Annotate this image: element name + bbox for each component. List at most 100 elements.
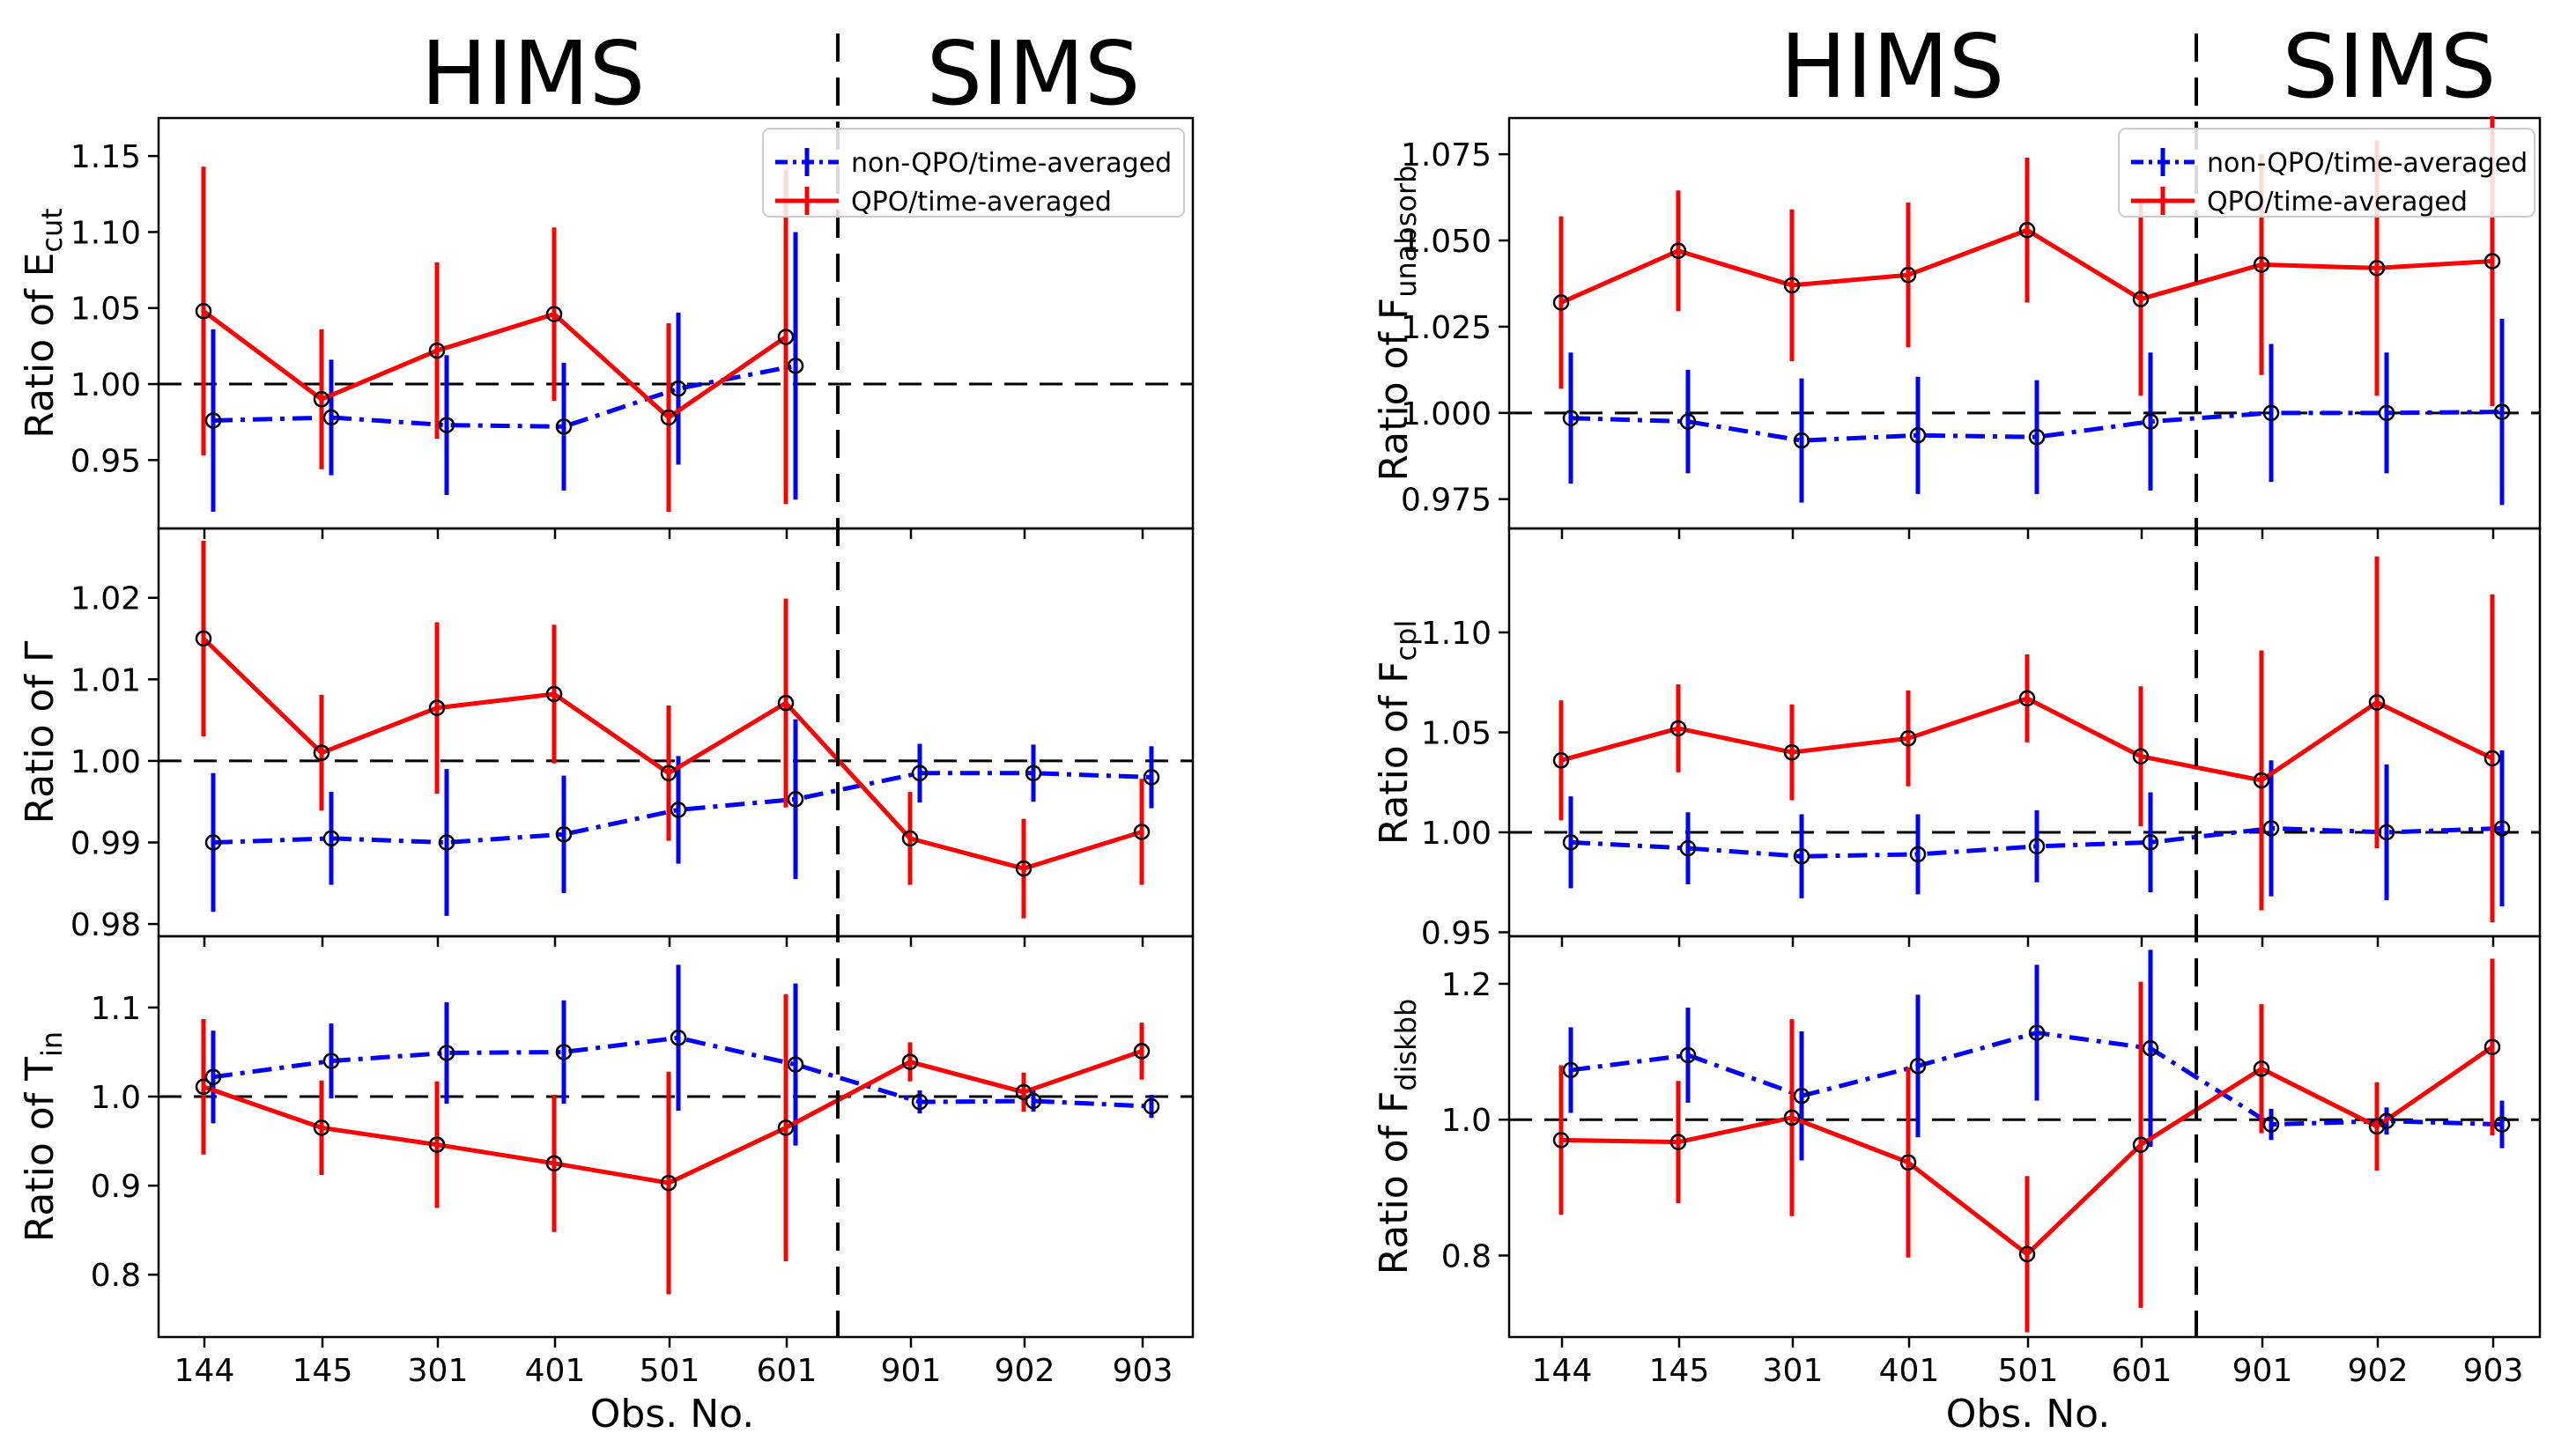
data-point-nonqpo bbox=[438, 834, 455, 851]
y-tick-label: 1.10 bbox=[1421, 616, 1492, 652]
x-tick-label: 144 bbox=[1532, 1353, 1593, 1389]
data-point-nonqpo bbox=[2028, 428, 2046, 446]
data-point-qpo bbox=[1669, 1134, 1687, 1150]
data-point-qpo bbox=[660, 409, 677, 426]
y-tick-label: 0.8 bbox=[1441, 1238, 1492, 1274]
x-tick-label: 903 bbox=[2463, 1353, 2524, 1389]
y-tick-label: 0.95 bbox=[1421, 915, 1492, 951]
x-tick-label: 903 bbox=[1113, 1353, 1173, 1389]
data-point-qpo bbox=[1669, 720, 1687, 737]
data-point-nonqpo bbox=[670, 802, 687, 818]
series-line-nonqpo bbox=[1570, 1031, 2503, 1127]
data-point-qpo bbox=[1899, 266, 1917, 284]
series-line-nonqpo bbox=[212, 363, 796, 429]
y-tick-label: 1.050 bbox=[1401, 224, 1492, 260]
y-axis-label: Ratio of Funabsorb bbox=[1372, 166, 1423, 482]
data-point-qpo bbox=[1015, 1083, 1033, 1101]
data-point-qpo bbox=[2483, 1038, 2501, 1055]
legend-label: non-QPO/time-averaged bbox=[2207, 148, 2528, 179]
data-point-nonqpo bbox=[1143, 769, 1160, 786]
y-axis-label: Ratio of Tin bbox=[18, 1031, 69, 1242]
data-point-qpo bbox=[777, 329, 795, 345]
data-point-nonqpo bbox=[2142, 1039, 2159, 1057]
data-point-qpo bbox=[313, 744, 330, 761]
y-axis-label: Ratio of Ecut bbox=[18, 208, 69, 439]
series-line-qpo bbox=[202, 309, 788, 420]
legend-right: non-QPO/time-averaged QPO/time-averaged bbox=[2118, 128, 2535, 218]
data-point-qpo bbox=[2132, 1136, 2150, 1154]
data-point-nonqpo bbox=[2262, 820, 2280, 837]
data-point-qpo bbox=[195, 1078, 212, 1096]
x-tick-label: 901 bbox=[2232, 1353, 2293, 1389]
data-point-nonqpo bbox=[1679, 1046, 1697, 1064]
y-tick-label: 0.95 bbox=[70, 443, 141, 479]
data-point-qpo bbox=[1133, 1043, 1151, 1060]
x-tick-label: 601 bbox=[757, 1353, 818, 1389]
y-tick-label: 1.000 bbox=[1401, 396, 1492, 432]
y-tick-label: 1.01 bbox=[70, 662, 141, 698]
data-point-nonqpo bbox=[1679, 413, 1697, 430]
data-point-nonqpo bbox=[1562, 1061, 1580, 1079]
y-tick-label: 0.975 bbox=[1401, 483, 1492, 519]
data-point-qpo bbox=[1552, 752, 1570, 769]
x-tick-label: 301 bbox=[408, 1353, 469, 1389]
data-point-qpo bbox=[2132, 748, 2150, 765]
y-tick-label: 1.075 bbox=[1401, 137, 1492, 174]
data-point-nonqpo bbox=[204, 412, 222, 429]
y-tick-label: 1.0 bbox=[1441, 1103, 1492, 1139]
state-label-sims-left: SIMS bbox=[927, 22, 1141, 125]
series-line-qpo bbox=[203, 1049, 1143, 1186]
data-point-nonqpo bbox=[2493, 403, 2511, 420]
y-tick-label: 0.9 bbox=[91, 1169, 141, 1205]
x-tick-label: 401 bbox=[1879, 1353, 1940, 1389]
data-point-nonqpo bbox=[322, 1053, 340, 1069]
data-point-nonqpo bbox=[1562, 410, 1580, 426]
data-point-qpo bbox=[1783, 277, 1801, 294]
series-line-nonqpo bbox=[1570, 825, 2503, 859]
x-tick-label: 145 bbox=[292, 1353, 353, 1389]
y-tick-label: 1.05 bbox=[1421, 716, 1492, 752]
data-point-qpo bbox=[313, 391, 330, 408]
legend-box bbox=[2118, 128, 2535, 218]
panel-frame bbox=[1507, 935, 2542, 1339]
x-axis-right: 144 145 301 401 501 601 901 902 903 bbox=[1532, 1353, 2524, 1389]
data-point-nonqpo bbox=[1793, 1087, 1810, 1104]
y-axis-label: Ratio of Fdiskbb bbox=[1372, 999, 1423, 1275]
data-point-qpo bbox=[777, 694, 795, 712]
data-point-qpo bbox=[428, 342, 446, 359]
data-point-qpo bbox=[1015, 860, 1033, 877]
data-point-nonqpo bbox=[204, 1068, 222, 1086]
data-point-nonqpo bbox=[1679, 839, 1697, 857]
data-point-nonqpo bbox=[911, 765, 929, 782]
data-point-qpo bbox=[428, 699, 446, 716]
x-tick-label: 901 bbox=[881, 1353, 942, 1389]
data-point-nonqpo bbox=[1025, 1092, 1042, 1110]
data-point-nonqpo bbox=[1909, 1058, 1927, 1075]
data-point-qpo bbox=[660, 1174, 677, 1192]
state-label-hims-left: HIMS bbox=[421, 22, 645, 125]
data-point-qpo bbox=[2018, 222, 2036, 239]
series-line-qpo bbox=[1559, 227, 2493, 305]
y-tick-label: 1.1 bbox=[91, 991, 141, 1027]
data-point-qpo bbox=[1783, 743, 1801, 761]
data-point-nonqpo bbox=[2493, 820, 2511, 837]
y-axis-label: Ratio of Γ bbox=[18, 640, 63, 824]
x-tick-label: 401 bbox=[525, 1353, 586, 1389]
y-tick-label: 1.0 bbox=[91, 1080, 141, 1116]
data-point-qpo bbox=[2018, 690, 2036, 707]
data-point-nonqpo bbox=[555, 418, 573, 435]
data-point-qpo bbox=[2253, 1060, 2270, 1077]
x-axis-label-left: Obs. No. bbox=[590, 1392, 755, 1437]
data-point-qpo bbox=[901, 830, 919, 847]
state-label-sims-right: SIMS bbox=[2283, 15, 2497, 118]
data-point-qpo bbox=[2368, 1118, 2386, 1135]
data-point-nonqpo bbox=[1562, 834, 1580, 851]
legend-label: QPO/time-averaged bbox=[2207, 187, 2468, 218]
data-point-nonqpo bbox=[322, 830, 340, 847]
x-tick-label: 902 bbox=[2348, 1353, 2409, 1389]
data-point-nonqpo bbox=[1909, 846, 1927, 863]
